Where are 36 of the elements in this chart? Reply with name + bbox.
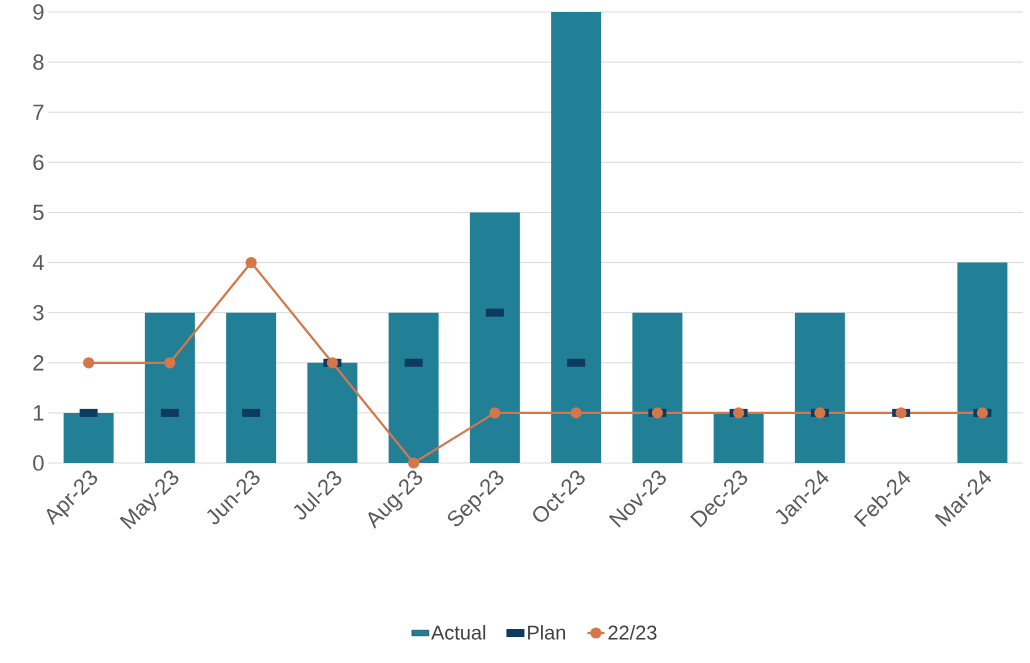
point (489, 407, 501, 419)
bar (794, 312, 845, 463)
point (164, 357, 176, 369)
bar (957, 262, 1008, 463)
y-tick-label: 4 (32, 255, 44, 271)
point (733, 407, 745, 419)
y-tick-label: 5 (33, 204, 44, 221)
y-tick-label: 2 (33, 355, 44, 371)
y-tick-label: 0 (33, 455, 44, 471)
point (651, 407, 663, 419)
bar (632, 312, 683, 463)
legend-label: Actual (431, 625, 486, 640)
legend-label: 22/23 (608, 625, 657, 640)
bar (469, 212, 520, 463)
bar (551, 12, 602, 463)
point (245, 256, 257, 269)
y-tick-label: 3 (33, 304, 44, 321)
bar (307, 362, 358, 463)
bar (713, 412, 764, 463)
y-tick-label: 1 (33, 405, 44, 421)
point (814, 407, 826, 419)
bar (144, 312, 195, 463)
y-tick-label: 6 (33, 154, 44, 171)
legend-label: Plan (528, 625, 565, 640)
point (83, 357, 95, 369)
y-tick-label: 8 (33, 54, 44, 70)
bar (63, 412, 114, 463)
point (976, 407, 988, 419)
y-tick-label: 7 (33, 104, 44, 120)
point (895, 407, 907, 419)
y-tick-label: 9 (33, 4, 44, 20)
bar (388, 312, 439, 463)
bar (226, 312, 277, 463)
point (570, 407, 582, 419)
point (408, 457, 420, 469)
point (326, 357, 338, 369)
